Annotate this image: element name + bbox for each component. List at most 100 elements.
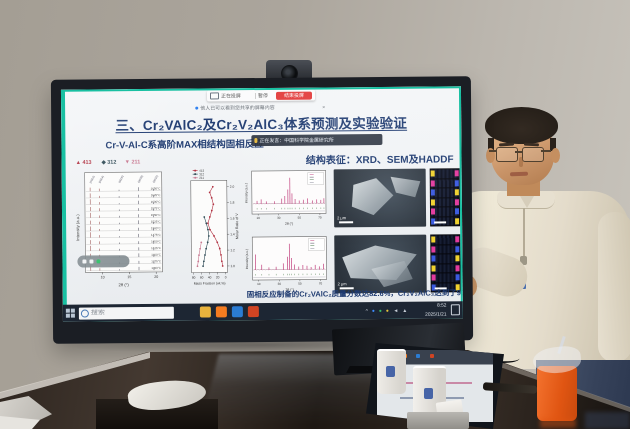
screen-share-toolbar[interactable]: 正在投屏 暂停 结束投屏 [206,89,316,102]
speaker-text: 正在发言：中国科学院金属研究所 [259,136,334,144]
glasses-lens [496,147,518,162]
haadf-row [430,169,459,179]
svg-text:1550°C: 1550°C [151,213,161,217]
svg-text:20: 20 [154,275,158,279]
svg-text:312: 312 [199,172,204,176]
svg-text:(0002): (0002) [88,175,95,184]
haadf-row [431,244,460,254]
hidden-icons-chevron[interactable]: ^ [365,307,369,314]
element-tag [455,265,460,272]
floating-tool-pill[interactable] [77,255,130,268]
active-speaker-pill: 正在发言：中国科学院金属研究所 [251,133,383,147]
sem-scale-label: 2 μm [337,215,347,221]
svg-text:60: 60 [200,276,204,280]
haadf-scale-bar [434,221,447,224]
legend-item-312: ◆ 312 [101,158,116,166]
glasses-temple [489,150,497,152]
volume-icon[interactable]: ◄ [392,307,398,313]
share-toolbar-label: 正在投屏 [220,92,241,99]
sem-scale-bar [339,221,354,224]
cup-reflection [540,418,576,428]
notification-close-icon[interactable]: × [322,103,326,110]
slide-caption: 固相反应制备的Cr₂VAlC₂质量分数达82.6%，Cr₂V₂AlC₃达到了90… [246,288,463,300]
svg-text:1.4: 1.4 [230,232,235,236]
orange-drink-cup [537,366,577,421]
svg-text:15: 15 [127,275,131,279]
svg-text:1.2: 1.2 [230,248,235,252]
haadf-row [430,197,459,207]
svg-text:1625°C: 1625°C [151,193,161,197]
element-tag [430,199,435,206]
svg-text:10: 10 [257,282,261,286]
ear [486,148,495,163]
yellow-status-icon[interactable]: ● [385,307,389,313]
haadf-row [431,254,460,264]
stop-share-button[interactable]: 结束投屏 [275,91,313,100]
presentation-icon[interactable] [247,306,259,318]
svg-text:1375°C: 1375°C [151,259,161,263]
glasses-temple [541,150,551,152]
characterization-label: 结构表征：XRD、SEM及HADDF [305,154,454,167]
haadf-image-312 [429,168,461,227]
sem-image-413: 2 μm [334,234,427,294]
pause-share-button[interactable]: 暂停 [257,92,268,99]
element-tag [431,265,436,272]
svg-text:1400°C: 1400°C [151,253,161,257]
document-icon[interactable] [231,306,243,318]
slide-subtitle: Cr-V-Al-C系高阶MAX相结构固相反应 [105,138,264,152]
svg-text:40: 40 [208,275,212,279]
notification-dot-icon [195,106,199,110]
cup-logo [423,388,433,400]
svg-text:10: 10 [101,275,105,279]
paper-cup [377,349,406,394]
taskbar-search[interactable] [78,306,174,320]
sem-scale-label: 2 μm [337,281,347,287]
sweater-zipper [523,208,525,260]
svg-text:(0004): (0004) [97,175,104,184]
microphone-icon [254,138,258,144]
ear [551,148,560,163]
svg-text:1650°C: 1650°C [151,187,161,191]
browser-icon[interactable] [215,306,227,318]
rietveld-chart-312: 10 30 50 70 2θ (°) Intensity (a.u.) [244,170,327,226]
mouth [509,171,529,176]
toolbar-divider [254,92,257,99]
svg-text:1575°C: 1575°C [151,206,161,210]
svg-text:50: 50 [298,282,302,286]
element-tag [454,199,459,206]
tool-icon [89,259,94,264]
taskbar-clock[interactable]: 8:52 2025/1/21 [411,301,447,318]
svg-text:0: 0 [225,275,227,279]
green-status-icon[interactable]: ● [378,307,382,313]
element-tag [455,246,460,253]
haadf-row [431,235,460,245]
file-explorer-icon[interactable] [199,306,211,318]
svg-text:1350°C: 1350°C [151,266,161,270]
svg-text:30: 30 [278,282,282,286]
haadf-row [430,207,460,217]
search-icon [80,309,89,318]
windows-taskbar: ^●●●◄▲ 8:52 2025/1/21 [62,301,463,322]
system-tray: ^ ● ● ● ◄ ▲ 8:52 2025/1/21 [365,301,460,319]
element-tag [454,189,459,196]
tool-icon [82,259,87,264]
svg-text:Intensity (a.u.): Intensity (a.u.) [244,183,248,203]
legend-item-413: ▲ 413 [75,159,92,166]
network-icon[interactable]: ▲ [402,307,408,313]
svg-text:413: 413 [199,169,204,173]
element-tag [455,236,460,243]
svg-text:Molar Ratio of V: Molar Ratio of V [235,213,239,239]
sideburn [550,138,556,151]
cup-logo [386,366,396,378]
start-button[interactable] [65,308,75,318]
rietveld-chart-413: 10 30 50 70 2θ (°) Intensity (a.u.) [245,236,327,292]
action-center-icon[interactable] [450,304,460,316]
element-tag [455,255,460,262]
taskbar-search-input[interactable] [90,308,161,317]
bluetooth-status-icon[interactable]: ● [371,307,375,314]
shared-screen: 正在投屏 暂停 结束投屏 他人已可以看到您共享的屏幕内容 × 三、Cr₂VAlC… [60,86,463,322]
share-notification: 他人已可以看到您共享的屏幕内容 × [195,102,327,112]
element-tag [430,189,435,196]
